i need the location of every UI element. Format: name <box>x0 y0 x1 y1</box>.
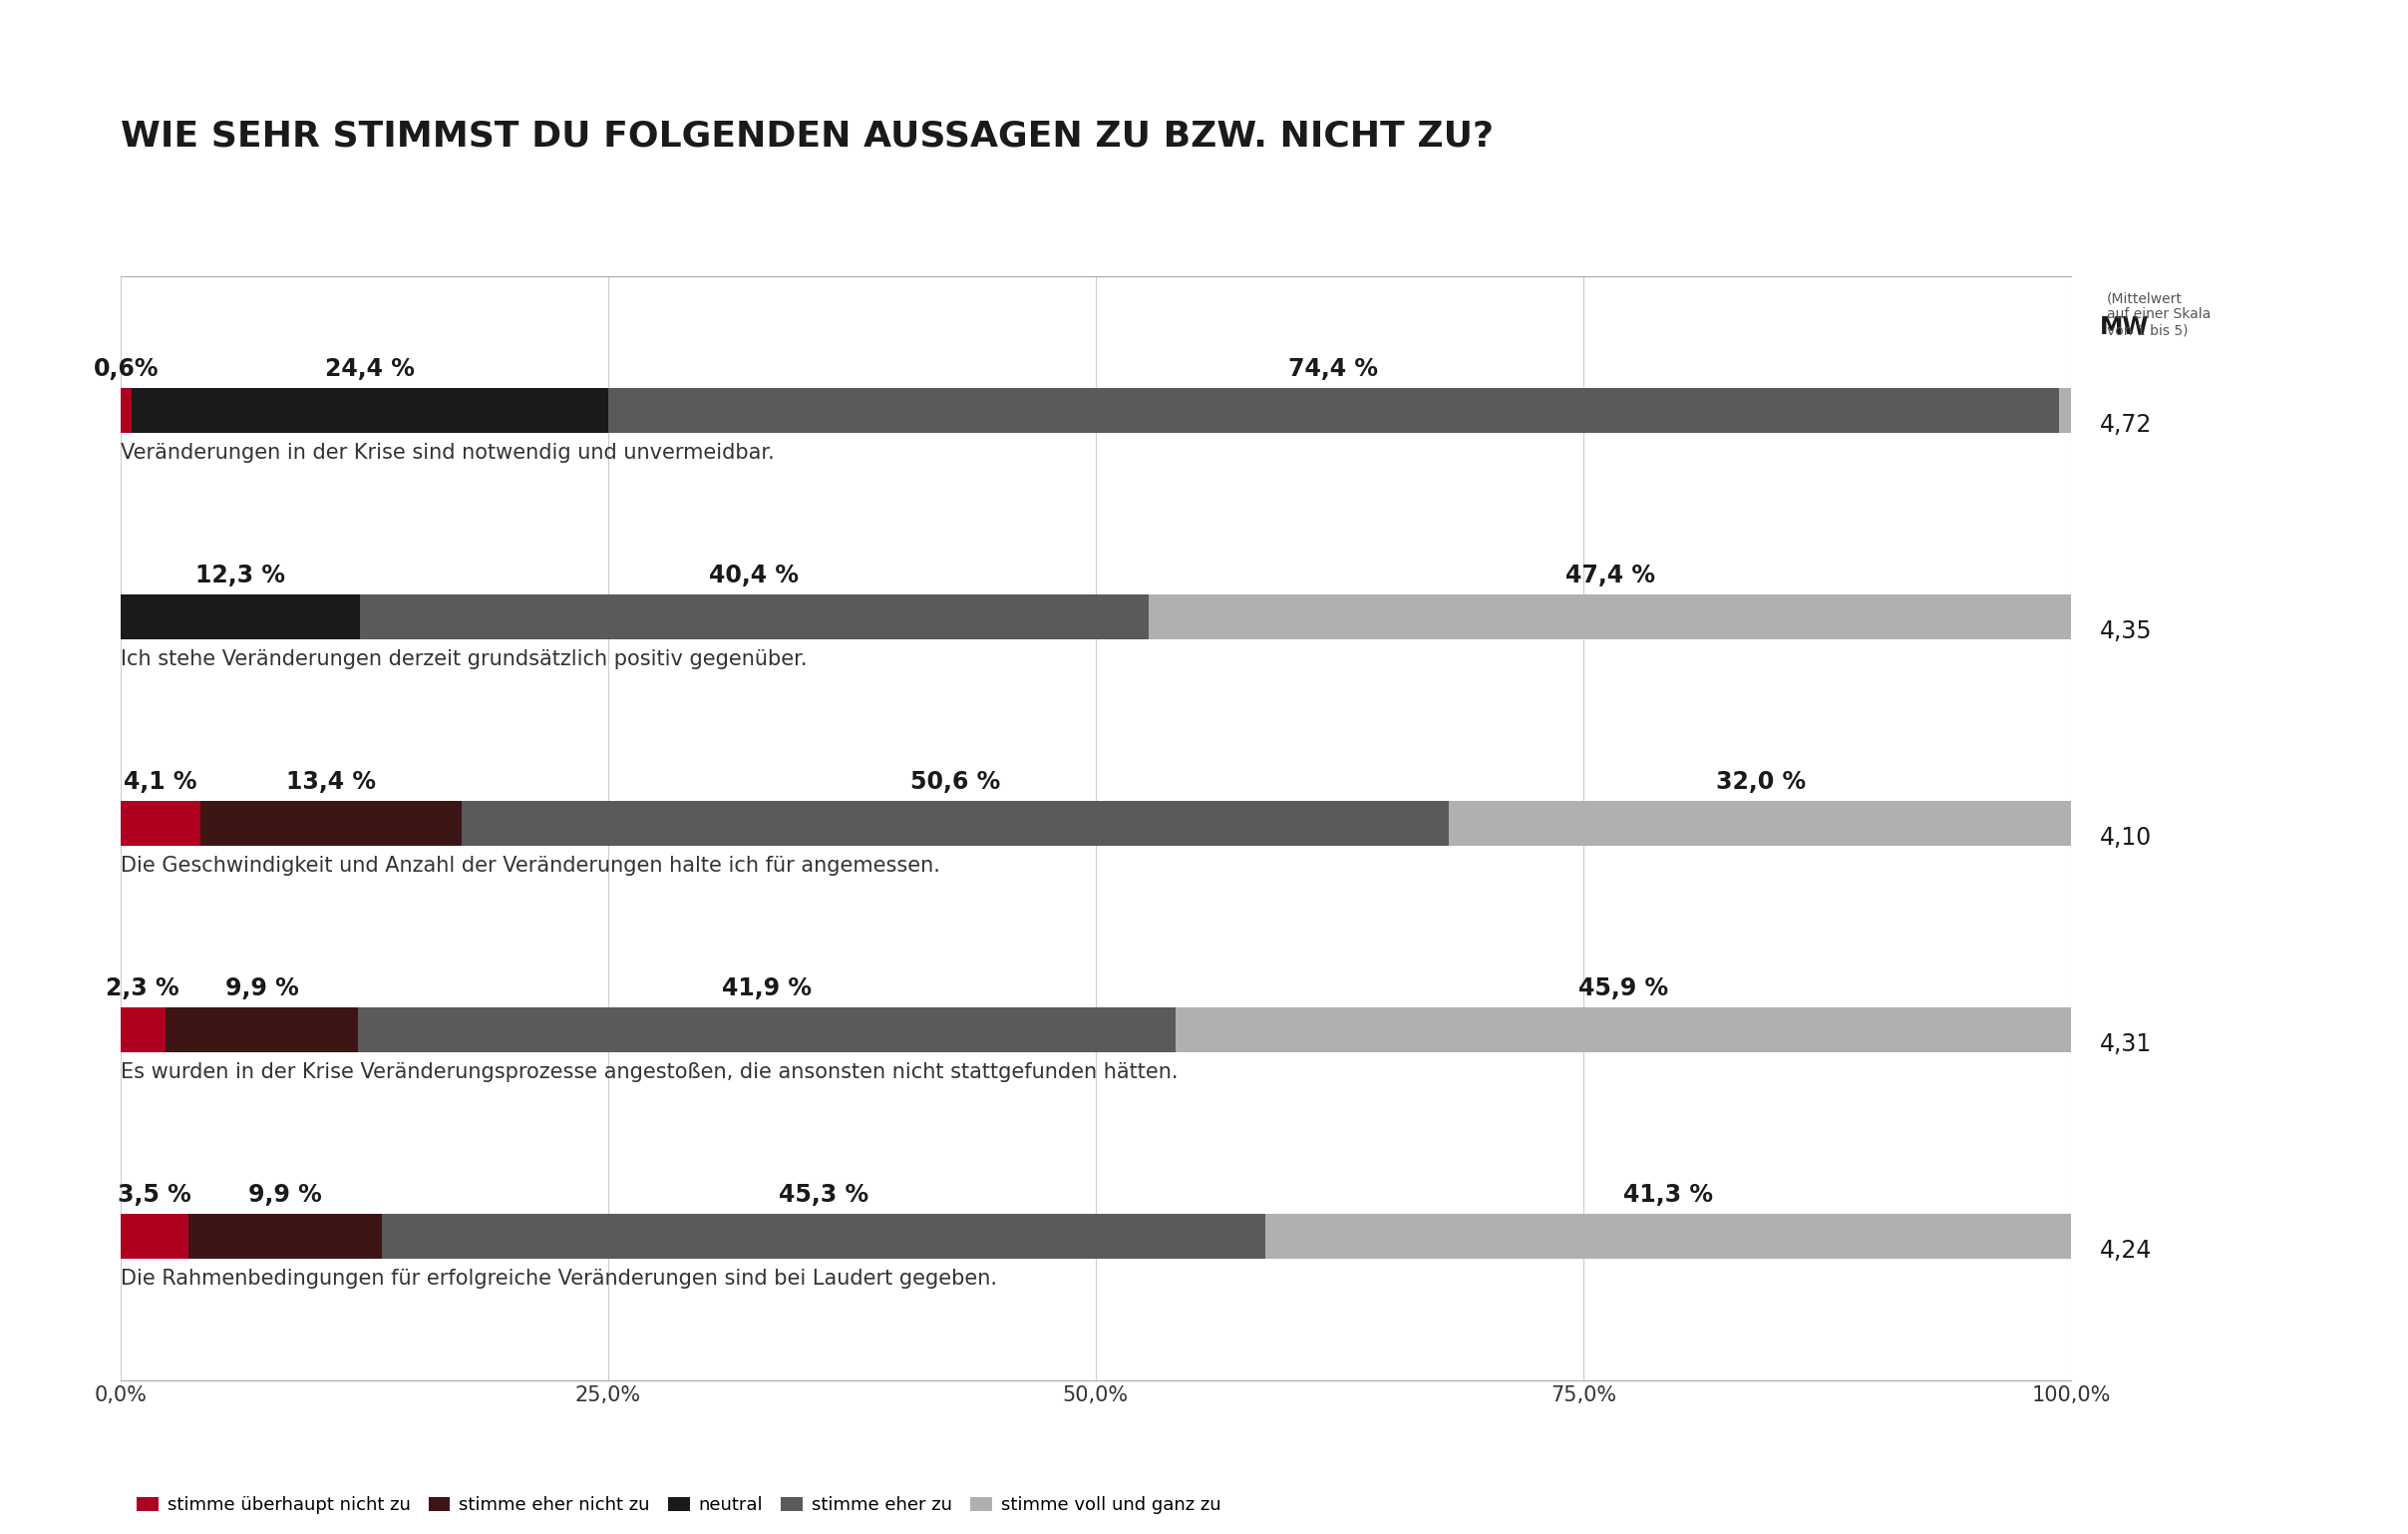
Text: 41,9 %: 41,9 % <box>722 977 811 1000</box>
Bar <box>383 1213 1264 1259</box>
Bar <box>132 388 607 433</box>
Text: 47,4 %: 47,4 % <box>1565 565 1654 588</box>
Bar <box>166 1006 359 1052</box>
Bar <box>1264 1213 2071 1259</box>
Bar <box>1149 594 2073 640</box>
Text: Die Geschwindigkeit und Anzahl der Veränderungen halte ich für angemessen.: Die Geschwindigkeit und Anzahl der Verän… <box>120 856 939 876</box>
Text: 24,4 %: 24,4 % <box>325 357 414 382</box>
Bar <box>188 1213 383 1259</box>
Bar <box>120 1006 166 1052</box>
Bar <box>359 1006 1175 1052</box>
Text: 45,3 %: 45,3 % <box>778 1183 869 1207</box>
Text: 4,24: 4,24 <box>2100 1238 2153 1262</box>
Text: 32,0 %: 32,0 % <box>1717 770 1806 795</box>
Text: Ich stehe Veränderungen derzeit grundsätzlich positiv gegenüber.: Ich stehe Veränderungen derzeit grundsät… <box>120 650 807 670</box>
Bar <box>120 388 132 433</box>
Bar <box>1175 1006 2071 1052</box>
Bar <box>1450 801 2073 845</box>
Text: 9,9 %: 9,9 % <box>224 977 299 1000</box>
Text: 4,35: 4,35 <box>2100 620 2153 643</box>
Text: 12,3 %: 12,3 % <box>195 565 284 588</box>
Text: 4,10: 4,10 <box>2100 825 2153 850</box>
Bar <box>361 594 1149 640</box>
Text: (Mittelwert
auf einer Skala
von 1 bis 5): (Mittelwert auf einer Skala von 1 bis 5) <box>2107 291 2211 337</box>
Text: 45,9 %: 45,9 % <box>1577 977 1669 1000</box>
Text: 4,31: 4,31 <box>2100 1032 2153 1055</box>
Bar <box>462 801 1450 845</box>
Text: MW: MW <box>2100 316 2150 339</box>
Text: 4,72: 4,72 <box>2100 413 2153 437</box>
Text: 13,4 %: 13,4 % <box>287 770 376 795</box>
Text: 74,4 %: 74,4 % <box>1288 357 1377 382</box>
Text: WIE SEHR STIMMST DU FOLGENDEN AUSSAGEN ZU BZW. NICHT ZU?: WIE SEHR STIMMST DU FOLGENDEN AUSSAGEN Z… <box>120 120 1493 153</box>
Bar <box>120 801 200 845</box>
Text: Veränderungen in der Krise sind notwendig und unvermeidbar.: Veränderungen in der Krise sind notwendi… <box>120 443 775 463</box>
Text: Die Rahmenbedingungen für erfolgreiche Veränderungen sind bei Laudert gegeben.: Die Rahmenbedingungen für erfolgreiche V… <box>120 1269 997 1289</box>
Text: 3,5 %: 3,5 % <box>118 1183 190 1207</box>
Legend: stimme überhaupt nicht zu, stimme eher nicht zu, neutral, stimme eher zu, stimme: stimme überhaupt nicht zu, stimme eher n… <box>130 1490 1228 1522</box>
Text: 41,3 %: 41,3 % <box>1623 1183 1712 1207</box>
Bar <box>2059 388 2071 433</box>
Text: Es wurden in der Krise Veränderungsprozesse angestoßen, die ansonsten nicht stat: Es wurden in der Krise Veränderungsproze… <box>120 1063 1178 1083</box>
Text: 50,6 %: 50,6 % <box>910 770 999 795</box>
Bar <box>120 1213 188 1259</box>
Bar <box>609 388 2059 433</box>
Text: 9,9 %: 9,9 % <box>248 1183 323 1207</box>
Text: 40,4 %: 40,4 % <box>710 565 799 588</box>
Bar <box>200 801 462 845</box>
Text: 4,1 %: 4,1 % <box>123 770 197 795</box>
Bar <box>120 594 361 640</box>
Text: 0,6%: 0,6% <box>94 357 159 382</box>
Text: 2,3 %: 2,3 % <box>106 977 181 1000</box>
